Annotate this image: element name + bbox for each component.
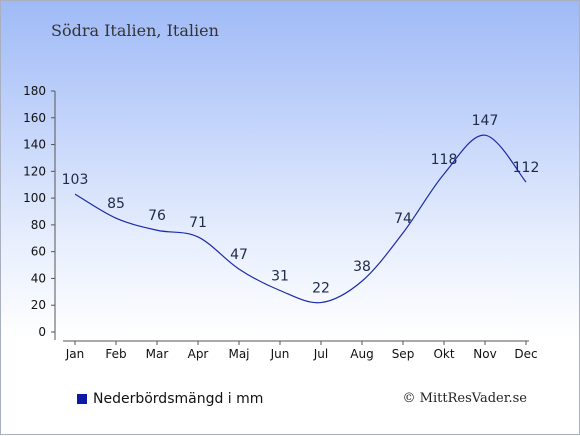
legend-label: Nederbördsmängd i mm [93,391,264,407]
data-label: 71 [189,215,207,231]
y-tick-label: 20 [31,298,46,312]
legend: Nederbördsmängd i mm [77,391,263,407]
x-tick-label: Jun [270,347,290,361]
data-label: 74 [394,211,412,227]
data-label: 85 [107,196,125,212]
data-label: 112 [513,160,540,176]
data-label: 76 [148,208,166,224]
y-tick-label: 180 [23,84,46,98]
axes: 0 20 40 60 80 100 120 140 160 180 Jan Feb Mar Apr Maj J… [23,84,538,361]
data-label: 118 [431,152,458,168]
data-labels: 103 85 76 71 47 31 22 38 74 118 147 112 [62,113,540,296]
data-label: 38 [353,259,371,275]
y-tick-label: 0 [38,325,46,339]
x-tick-label: Aug [350,347,373,361]
data-label: 31 [271,268,289,284]
x-tick-label: Maj [228,347,249,361]
x-tick-label: Mar [146,347,169,361]
legend-swatch [77,394,87,404]
data-label: 22 [312,281,330,297]
x-tick-label: Feb [105,347,126,361]
data-label: 47 [230,247,248,263]
y-tick-label: 100 [23,191,46,205]
y-tick-label: 160 [23,111,46,125]
data-label: 147 [472,113,499,129]
x-tick-label: Dec [514,347,537,361]
y-tick-label: 120 [23,164,46,178]
x-tick-label: Apr [188,347,209,361]
chart-title: Södra Italien, Italien [51,21,219,40]
x-tick-label: Okt [433,347,454,361]
y-tick-label: 40 [31,271,46,285]
x-tick-label: Sep [392,347,415,361]
data-label: 103 [62,172,89,188]
precipitation-series-line [74,134,527,304]
x-tick-label: Jul [313,347,328,361]
series-layer [74,134,527,304]
x-tick-label: Nov [473,347,496,361]
y-tick-label: 140 [23,138,46,152]
site-credit: © MittResVader.se [402,391,527,406]
x-tick-label: Jan [65,347,85,361]
y-tick-label: 60 [31,245,46,259]
y-tick-label: 80 [31,218,46,232]
